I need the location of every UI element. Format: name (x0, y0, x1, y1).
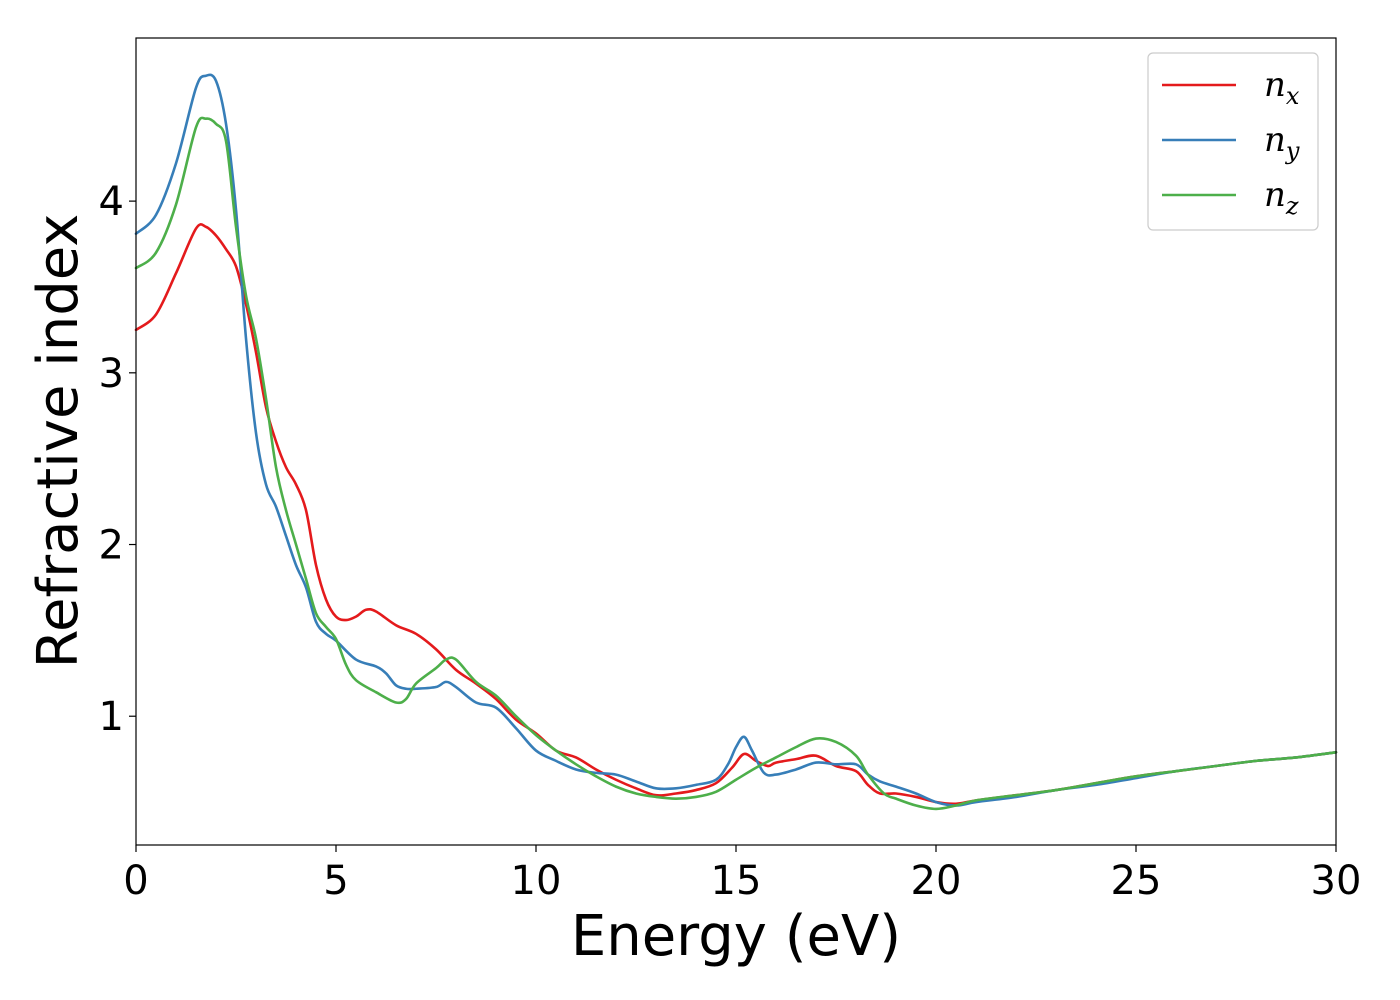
x-axis-title: Energy (eV) (571, 904, 901, 969)
x-tick-label: 25 (1111, 858, 1162, 904)
legend-label-z: nz (1264, 175, 1299, 220)
x-tick-label: 15 (711, 858, 762, 904)
x-tick-label: 20 (911, 858, 962, 904)
y-tick-label: 4 (99, 179, 124, 225)
legend: nx ny nz (1147, 52, 1319, 231)
y-tick-label: 2 (99, 523, 124, 569)
plot-background (136, 38, 1336, 845)
legend-label-y: ny (1264, 120, 1300, 165)
x-axis-ticks: 0 5 10 15 20 25 30 (123, 845, 1361, 904)
series-line-y (134, 73, 1338, 807)
legend-box (1147, 52, 1319, 231)
y-tick-label: 1 (99, 694, 124, 740)
x-tick-label: 10 (511, 858, 562, 904)
legend-label-x: nx (1264, 65, 1300, 110)
x-tick-label: 0 (123, 858, 148, 904)
y-tick-label: 3 (99, 351, 124, 397)
y-axis-title: Refractive index (26, 214, 91, 669)
series-line-z (134, 116, 1338, 811)
x-tick-label: 30 (1311, 858, 1362, 904)
y-axis-ticks: 1 2 3 4 (99, 179, 136, 740)
x-tick-label: 5 (323, 858, 348, 904)
series-layer (134, 73, 1338, 811)
